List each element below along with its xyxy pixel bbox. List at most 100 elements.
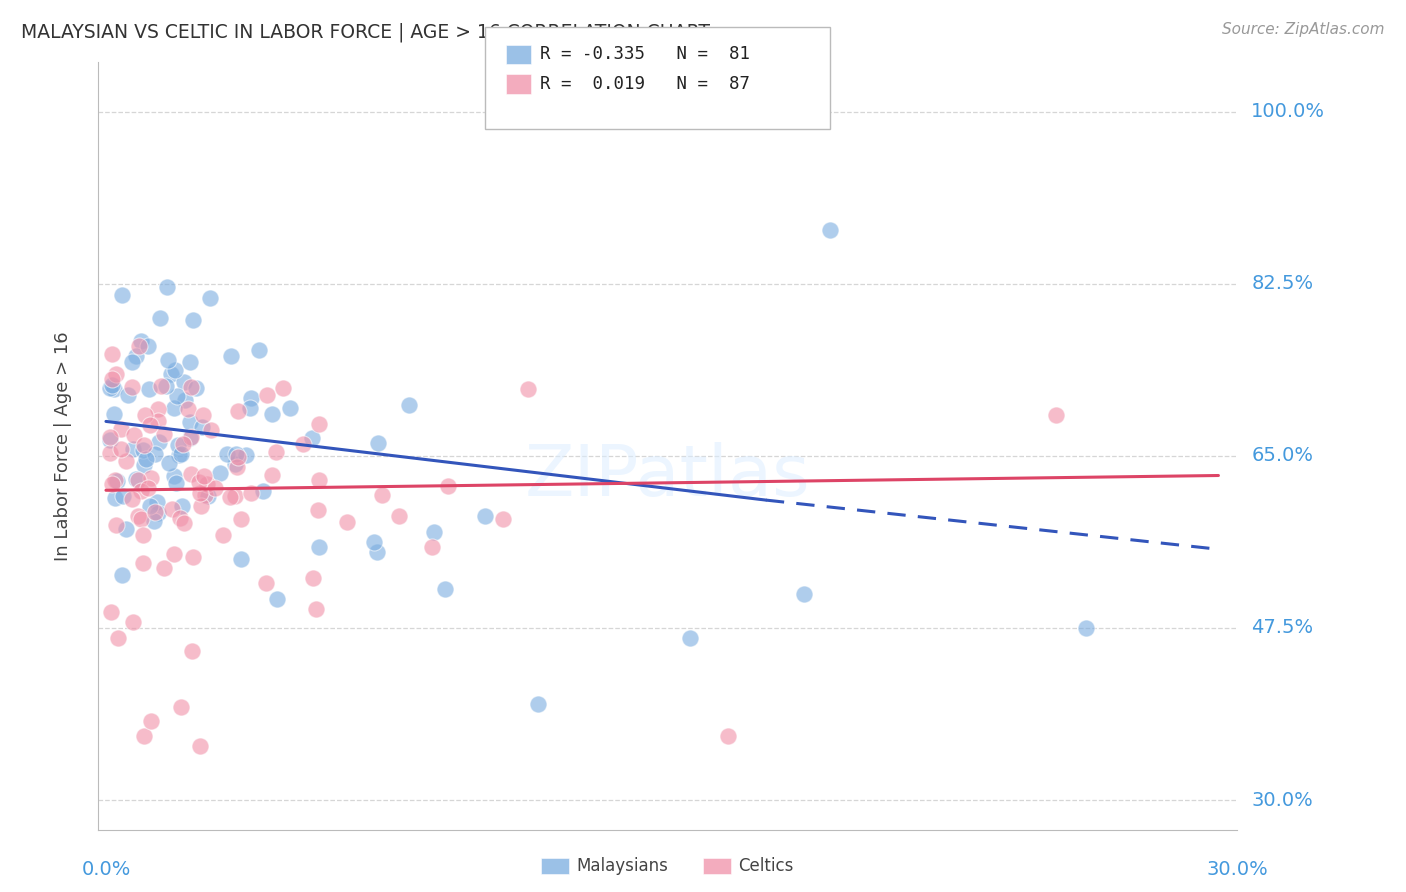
Point bbox=[165, 476, 187, 491]
Point bbox=[526, 697, 548, 711]
Text: R = -0.335   N =  81: R = -0.335 N = 81 bbox=[540, 45, 749, 63]
Point bbox=[266, 592, 288, 607]
Point bbox=[308, 473, 330, 487]
Point bbox=[193, 468, 215, 483]
Point bbox=[100, 477, 122, 491]
Point bbox=[229, 511, 252, 525]
Point bbox=[226, 450, 249, 465]
Point bbox=[104, 474, 127, 488]
Point bbox=[132, 438, 155, 452]
Point bbox=[271, 380, 294, 394]
Text: MALAYSIAN VS CELTIC IN LABOR FORCE | AGE > 16 CORRELATION CHART: MALAYSIAN VS CELTIC IN LABOR FORCE | AGE… bbox=[21, 22, 710, 42]
Point bbox=[153, 560, 176, 574]
Point bbox=[115, 523, 138, 537]
Point bbox=[121, 380, 143, 394]
Point bbox=[256, 388, 278, 402]
Point bbox=[679, 631, 702, 645]
Point bbox=[138, 418, 160, 433]
Point bbox=[129, 512, 152, 526]
Point bbox=[121, 491, 143, 506]
Point bbox=[225, 447, 247, 461]
Point bbox=[160, 501, 183, 516]
Point bbox=[121, 355, 143, 369]
Point bbox=[188, 739, 211, 753]
Point bbox=[132, 729, 155, 743]
Point bbox=[388, 508, 411, 523]
Point bbox=[155, 280, 177, 294]
Point bbox=[165, 362, 187, 376]
Point bbox=[198, 291, 221, 305]
Text: Source: ZipAtlas.com: Source: ZipAtlas.com bbox=[1222, 22, 1385, 37]
Point bbox=[170, 699, 193, 714]
Point bbox=[224, 457, 246, 471]
Text: Malaysians: Malaysians bbox=[576, 857, 668, 875]
Point bbox=[336, 515, 359, 529]
Point bbox=[131, 334, 153, 348]
Point bbox=[235, 448, 257, 462]
Text: 30.0%: 30.0% bbox=[1206, 860, 1268, 880]
Point bbox=[100, 372, 122, 386]
Point bbox=[136, 339, 159, 353]
Point bbox=[366, 544, 388, 558]
Point bbox=[219, 350, 242, 364]
Point bbox=[103, 407, 125, 421]
Point bbox=[101, 378, 124, 392]
Point bbox=[179, 354, 201, 368]
Point bbox=[167, 438, 190, 452]
Point bbox=[363, 534, 385, 549]
Point bbox=[308, 540, 330, 554]
Point bbox=[117, 387, 139, 401]
Point bbox=[103, 382, 125, 396]
Point bbox=[170, 447, 193, 461]
Point bbox=[110, 422, 132, 436]
Point bbox=[110, 442, 132, 457]
Point bbox=[146, 402, 169, 417]
Point bbox=[190, 499, 212, 513]
Point bbox=[308, 417, 330, 432]
Point bbox=[307, 503, 329, 517]
Text: 65.0%: 65.0% bbox=[1251, 446, 1313, 466]
Text: R =  0.019   N =  87: R = 0.019 N = 87 bbox=[540, 75, 749, 93]
Point bbox=[191, 419, 214, 434]
Point bbox=[143, 505, 166, 519]
Point bbox=[260, 407, 283, 421]
Point bbox=[173, 376, 195, 390]
Text: Celtics: Celtics bbox=[738, 857, 793, 875]
Point bbox=[212, 528, 235, 542]
Point bbox=[139, 499, 162, 513]
Point bbox=[305, 602, 328, 616]
Point bbox=[179, 415, 201, 429]
Point bbox=[818, 222, 841, 236]
Point bbox=[152, 426, 174, 441]
Point bbox=[125, 472, 148, 486]
Point bbox=[240, 392, 263, 406]
Point bbox=[104, 491, 127, 506]
Point bbox=[136, 481, 159, 495]
Point bbox=[163, 548, 186, 562]
Point bbox=[1045, 408, 1067, 422]
Point bbox=[181, 550, 204, 565]
Point bbox=[434, 582, 457, 596]
Y-axis label: In Labor Force | Age > 16: In Labor Force | Age > 16 bbox=[53, 331, 72, 561]
Point bbox=[184, 381, 207, 395]
Point bbox=[177, 401, 200, 416]
Point bbox=[141, 714, 163, 729]
Point bbox=[226, 404, 249, 418]
Point bbox=[437, 479, 460, 493]
Point bbox=[224, 489, 246, 503]
Text: ZIPatlas: ZIPatlas bbox=[524, 442, 811, 511]
Point bbox=[129, 484, 152, 499]
Point bbox=[134, 408, 156, 422]
Point bbox=[100, 605, 122, 619]
Point bbox=[111, 567, 134, 582]
Point bbox=[155, 379, 177, 393]
Point bbox=[146, 414, 169, 428]
Point bbox=[149, 311, 172, 326]
Point bbox=[105, 518, 128, 533]
Point bbox=[474, 509, 496, 524]
Point bbox=[264, 444, 287, 458]
Point bbox=[188, 475, 211, 489]
Point bbox=[219, 490, 242, 504]
Point bbox=[292, 437, 315, 451]
Point bbox=[166, 389, 188, 403]
